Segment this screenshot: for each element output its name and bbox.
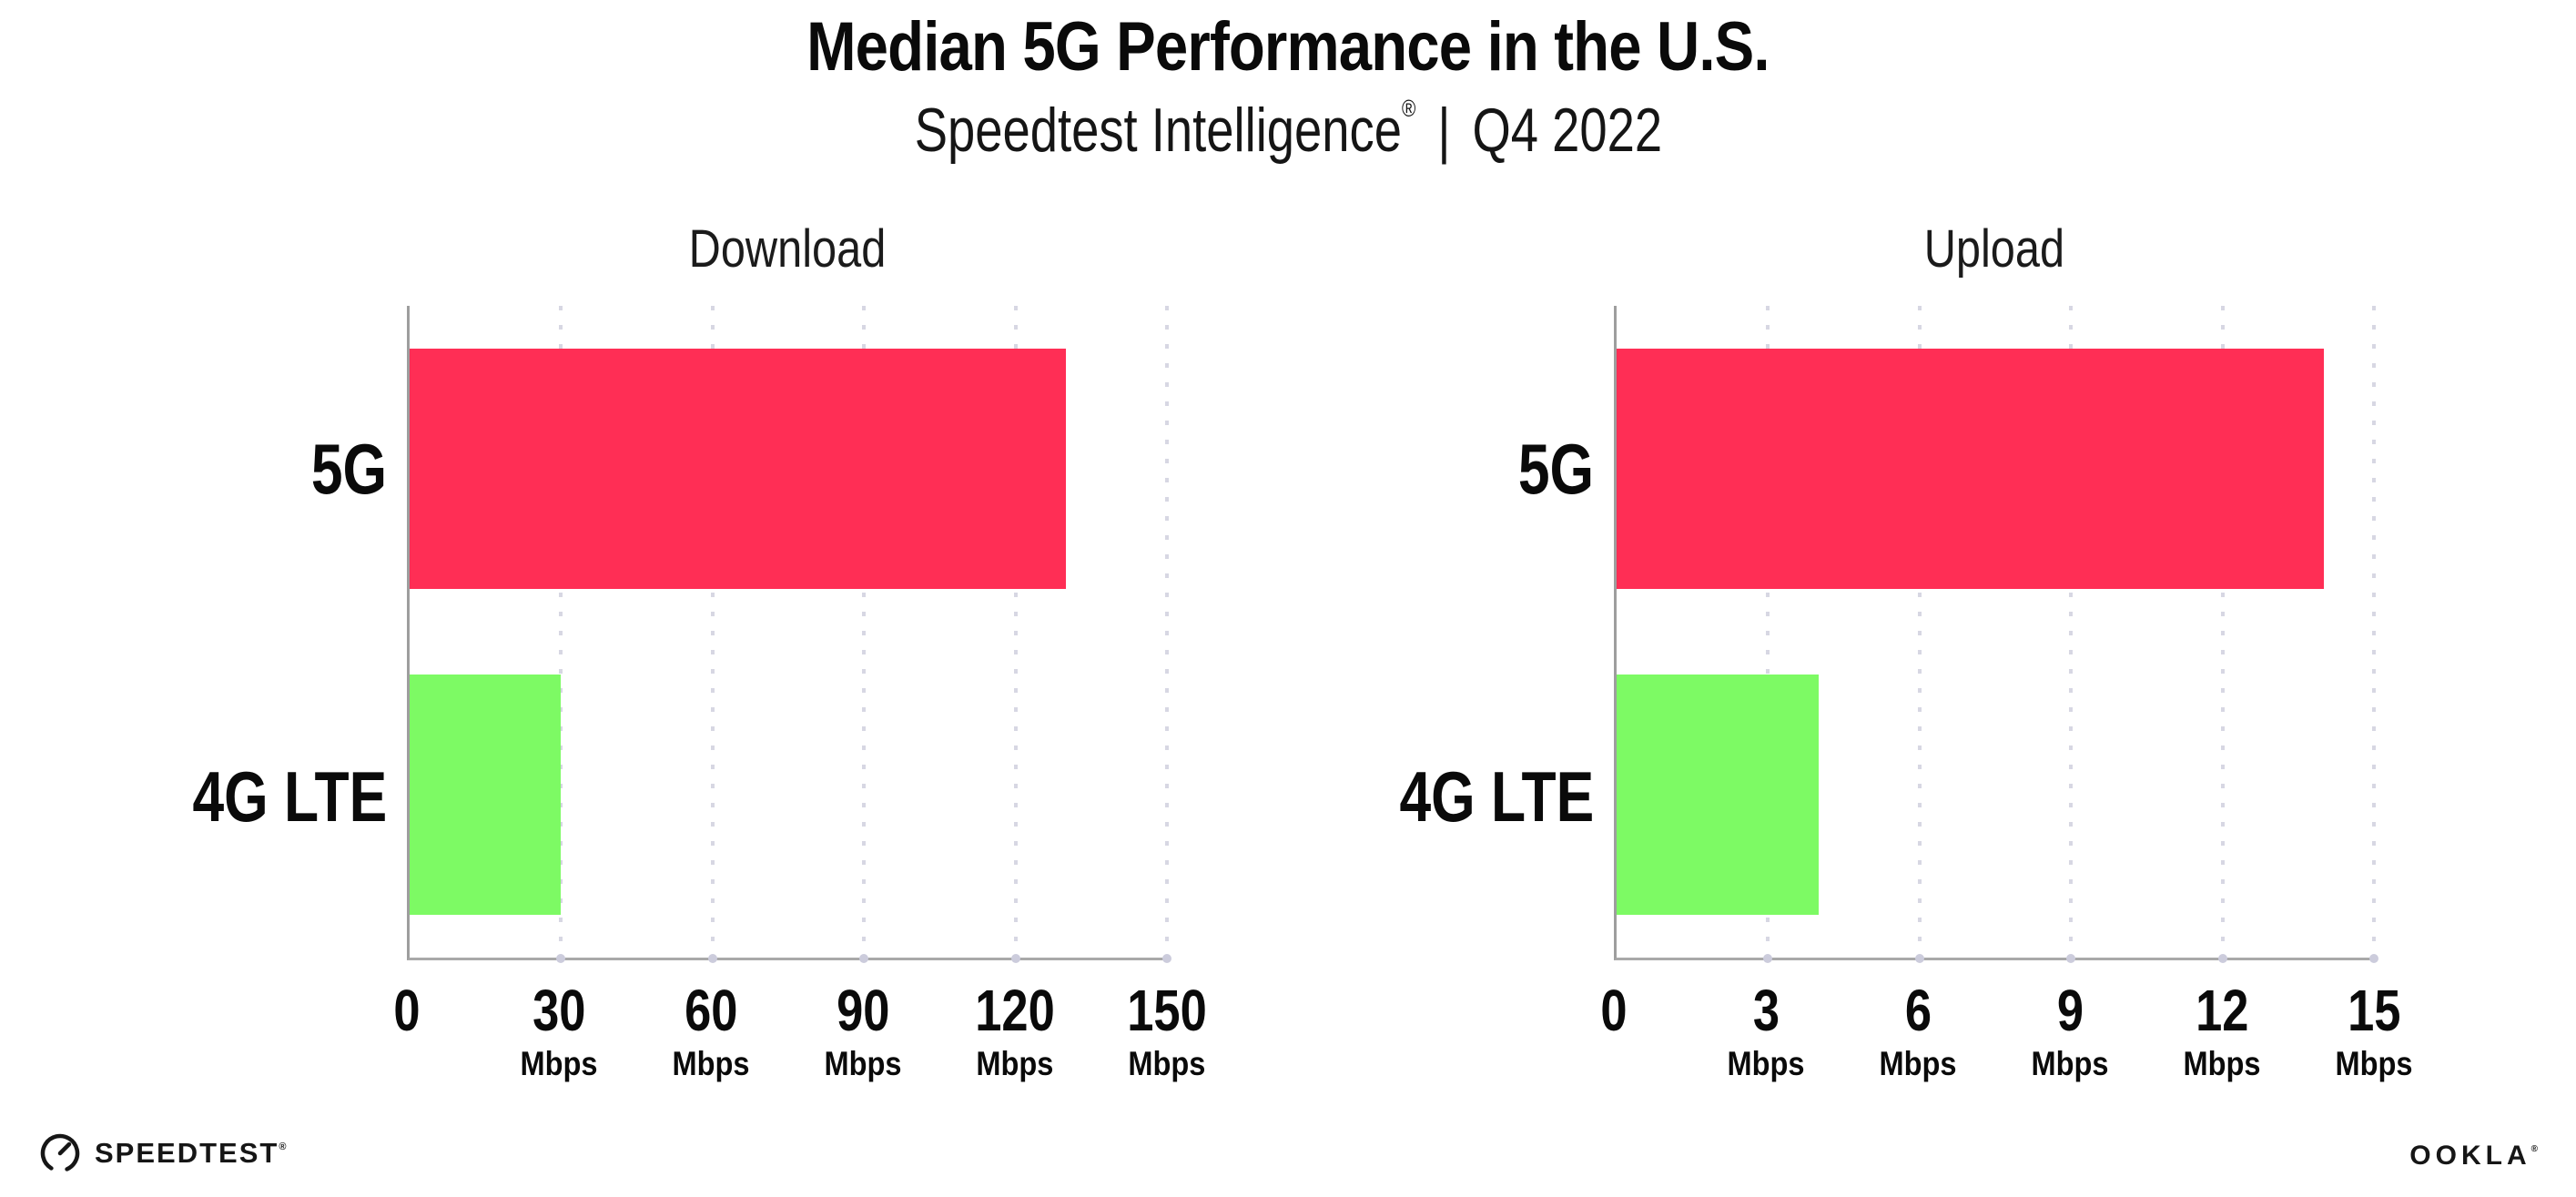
x-tick: 9 Mbps bbox=[2026, 980, 2115, 1084]
x-tick-value: 12 bbox=[2195, 978, 2249, 1043]
download-chart: Download 5G 4G LTE 0 30 Mbps 60 Mbps 90 Mbps 120… bbox=[137, 218, 1207, 1129]
page-title-text: Median 5G Performance in the U.S. bbox=[806, 8, 1770, 86]
x-axis: 0 30 Mbps 60 Mbps 90 Mbps 120 Mbps 150 Mbps bbox=[393, 960, 1206, 1129]
x-tick-value: 0 bbox=[393, 978, 421, 1043]
bar-4g-lte bbox=[1617, 674, 1819, 916]
x-tick-unit: Mbps bbox=[672, 1045, 750, 1082]
bar-5g bbox=[410, 348, 1067, 590]
chart-title: Upload bbox=[1923, 219, 2064, 279]
upload-chart-body: 5G 4G LTE bbox=[1344, 306, 2378, 963]
download-chart-title-row: Download bbox=[407, 218, 1167, 306]
gridline bbox=[707, 306, 717, 963]
x-tick: 0 bbox=[390, 980, 423, 1040]
page-subtitle: Speedtest Intelligence® | Q4 2022 bbox=[0, 95, 2576, 166]
x-axis: 0 3 Mbps 6 Mbps 9 Mbps 12 Mbps 15 Mbps bbox=[1600, 960, 2412, 1129]
x-tick-value: 150 bbox=[1127, 978, 1207, 1043]
gridline bbox=[1914, 306, 1924, 963]
gridline bbox=[2217, 306, 2227, 963]
x-tick: 150 Mbps bbox=[1119, 980, 1216, 1084]
x-tick-unit: Mbps bbox=[2335, 1045, 2413, 1082]
x-tick-unit: Mbps bbox=[1879, 1045, 1957, 1082]
speedtest-label: SPEEDTEST bbox=[95, 1137, 279, 1169]
x-tick-unit: Mbps bbox=[1727, 1045, 1805, 1082]
upload-chart-title-row: Upload bbox=[1614, 218, 2374, 306]
x-tick: 30 Mbps bbox=[515, 980, 603, 1084]
subtitle-separator: | bbox=[1436, 96, 1451, 165]
x-tick-value: 3 bbox=[1752, 978, 1780, 1043]
gridline bbox=[1162, 306, 1171, 963]
x-tick-unit: Mbps bbox=[2183, 1045, 2261, 1082]
bars bbox=[1617, 306, 2374, 958]
category-label: 5G bbox=[1517, 429, 1594, 510]
x-tick-value: 0 bbox=[1600, 978, 1628, 1043]
x-tick-value: 15 bbox=[2347, 978, 2401, 1043]
x-tick-value: 30 bbox=[532, 978, 586, 1043]
x-tick: 12 Mbps bbox=[2178, 980, 2267, 1084]
x-tick: 60 Mbps bbox=[667, 980, 756, 1084]
gridline bbox=[859, 306, 869, 963]
gridline bbox=[556, 306, 566, 963]
gridline bbox=[2066, 306, 2076, 963]
x-tick-unit: Mbps bbox=[520, 1045, 598, 1082]
registered-mark-icon: ® bbox=[279, 1141, 287, 1152]
subtitle-period: Q4 2022 bbox=[1472, 96, 1662, 165]
bar-row bbox=[1617, 632, 2374, 958]
x-tick-value: 90 bbox=[836, 978, 890, 1043]
x-tick-value: 6 bbox=[1904, 978, 1932, 1043]
gridline bbox=[1763, 306, 1773, 963]
registered-mark-icon: ® bbox=[2530, 1144, 2538, 1154]
upload-chart: Upload 5G 4G LTE 0 3 Mbps 6 Mbps 9 Mbps 12 Mbps 15… bbox=[1344, 218, 2412, 1129]
bar-4g-lte bbox=[410, 674, 562, 916]
category-label: 4G LTE bbox=[1399, 756, 1594, 837]
gridlines bbox=[410, 306, 1171, 963]
plot-area bbox=[1614, 306, 2378, 963]
category-label: 5G bbox=[310, 429, 387, 510]
x-tick: 90 Mbps bbox=[819, 980, 908, 1084]
x-tick-value: 9 bbox=[2056, 978, 2084, 1043]
bar-row bbox=[410, 306, 1167, 632]
page-title: Median 5G Performance in the U.S. bbox=[0, 7, 2576, 86]
bars bbox=[410, 306, 1167, 958]
gridline bbox=[1010, 306, 1020, 963]
gridlines bbox=[1617, 306, 2378, 963]
bar-row bbox=[1617, 306, 2374, 632]
speedtest-logo: SPEEDTEST® bbox=[38, 1131, 286, 1175]
x-tick-value: 120 bbox=[975, 978, 1055, 1043]
x-tick-value: 60 bbox=[684, 978, 738, 1043]
x-tick: 6 Mbps bbox=[1874, 980, 1962, 1084]
category-axis: 5G 4G LTE bbox=[1344, 306, 1614, 960]
gridline bbox=[2369, 306, 2378, 963]
category-label: 4G LTE bbox=[192, 756, 387, 837]
x-tick: 0 bbox=[1597, 980, 1630, 1040]
x-tick-unit: Mbps bbox=[2031, 1045, 2109, 1082]
download-chart-body: 5G 4G LTE bbox=[137, 306, 1171, 963]
bar-row bbox=[410, 632, 1167, 958]
x-tick-unit: Mbps bbox=[824, 1045, 902, 1082]
x-tick-unit: Mbps bbox=[1128, 1045, 1206, 1082]
chart-title: Download bbox=[688, 219, 886, 279]
ookla-wordmark: OOKLA bbox=[2409, 1141, 2531, 1171]
speedtest-wordmark: SPEEDTEST® bbox=[95, 1137, 286, 1170]
x-tick-unit: Mbps bbox=[976, 1045, 1054, 1082]
x-tick: 15 Mbps bbox=[2330, 980, 2419, 1084]
speedtest-gauge-icon bbox=[40, 1133, 80, 1173]
plot-area bbox=[407, 306, 1171, 963]
ookla-logo: OOKLA® bbox=[2409, 1141, 2538, 1172]
category-axis: 5G 4G LTE bbox=[137, 306, 407, 960]
registered-mark-icon: ® bbox=[1401, 95, 1415, 122]
bar-5g bbox=[1617, 348, 2324, 590]
subtitle-brand: Speedtest Intelligence bbox=[914, 96, 1402, 165]
x-tick: 120 Mbps bbox=[967, 980, 1064, 1084]
x-tick: 3 Mbps bbox=[1722, 980, 1810, 1084]
